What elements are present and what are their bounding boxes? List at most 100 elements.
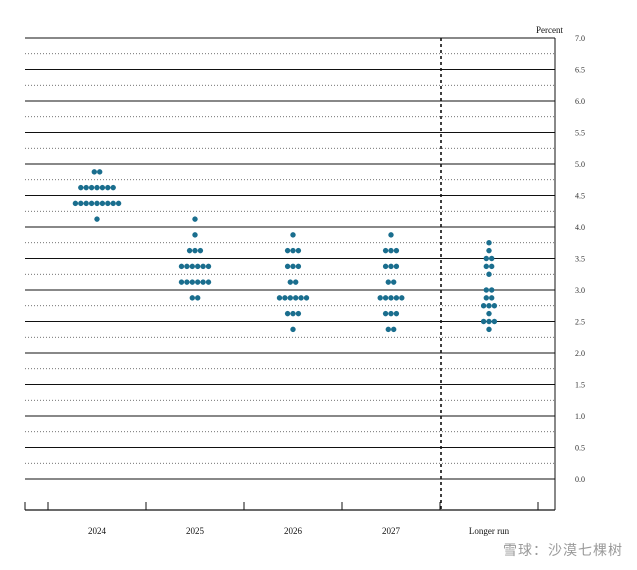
y-tick-label: 7.0 <box>575 34 585 43</box>
data-dot <box>284 247 291 254</box>
data-dot <box>197 247 204 254</box>
data-dot <box>189 263 195 270</box>
data-dot <box>295 247 302 254</box>
y-tick-label: 2.5 <box>575 318 585 327</box>
data-dot <box>192 216 198 222</box>
data-dot <box>189 279 195 285</box>
data-dot <box>78 184 84 191</box>
data-dot <box>192 232 198 238</box>
data-dot <box>388 310 394 317</box>
data-dot <box>489 287 495 293</box>
data-dot <box>480 303 487 309</box>
data-dot <box>290 232 296 238</box>
data-dot <box>393 247 400 254</box>
data-dot <box>385 279 391 285</box>
y-tick-label: 5.0 <box>575 160 585 169</box>
data-dot <box>486 271 492 277</box>
x-category-label: 2024 <box>88 526 107 536</box>
data-dot <box>78 200 84 207</box>
data-dot <box>105 200 111 207</box>
y-tick-label: 1.0 <box>575 412 585 421</box>
y-tick-label: 4.5 <box>575 192 585 201</box>
data-dot <box>178 263 185 270</box>
gridlines <box>25 37 555 480</box>
data-dot <box>483 295 489 301</box>
data-dot <box>295 310 302 317</box>
data-dot <box>377 295 383 301</box>
y-unit-label: Percent <box>536 25 563 35</box>
data-dot <box>388 263 394 270</box>
data-dot <box>105 184 111 191</box>
data-dot <box>382 247 389 254</box>
data-dot <box>205 279 212 285</box>
y-tick-label: 1.5 <box>575 381 585 390</box>
data-dot <box>189 295 195 301</box>
dots <box>72 169 498 333</box>
data-dot <box>287 295 293 301</box>
data-dot <box>399 295 405 301</box>
data-dot <box>303 295 310 301</box>
data-dot <box>489 255 495 262</box>
data-dot <box>483 255 489 262</box>
y-tick-label: 6.0 <box>575 97 585 106</box>
data-dot <box>110 200 116 207</box>
data-dot <box>184 279 190 285</box>
y-tick-label: 3.0 <box>575 286 585 295</box>
data-dot <box>290 310 296 317</box>
watermark-text: 雪球：沙漠七棵树 <box>503 543 623 559</box>
data-dot <box>391 279 397 285</box>
y-tick-label: 5.5 <box>575 129 585 138</box>
y-tick-label: 4.0 <box>575 223 585 232</box>
data-dot <box>184 263 190 270</box>
data-dot <box>284 310 291 317</box>
x-category-label: 2027 <box>382 526 401 536</box>
data-dot <box>491 318 498 325</box>
data-dot <box>290 326 296 333</box>
data-dot <box>293 295 299 301</box>
data-dot <box>200 279 206 285</box>
data-dot <box>483 263 489 270</box>
data-dot <box>489 263 495 270</box>
data-dot <box>491 303 498 309</box>
data-dot <box>195 295 201 301</box>
data-dot <box>486 310 492 317</box>
data-dot <box>83 200 89 207</box>
data-dot <box>284 263 291 270</box>
data-dot <box>388 232 394 238</box>
data-dot <box>382 295 389 301</box>
data-dot <box>287 279 293 285</box>
data-dot <box>195 279 201 285</box>
data-dot <box>192 247 198 254</box>
data-dot <box>486 318 492 325</box>
data-dot <box>486 240 492 246</box>
data-dot <box>290 263 296 270</box>
data-dot <box>94 200 100 207</box>
data-dot <box>483 287 489 293</box>
data-dot <box>97 169 103 175</box>
data-dot <box>290 247 296 254</box>
data-dot <box>382 263 389 270</box>
data-dot <box>393 263 400 270</box>
data-dot <box>295 263 302 270</box>
data-dot <box>94 184 100 191</box>
data-dot <box>72 200 79 207</box>
y-tick-label: 6.5 <box>575 66 585 75</box>
data-dot <box>391 326 397 333</box>
data-dot <box>195 263 201 270</box>
data-dot <box>205 263 212 270</box>
data-dot <box>388 247 394 254</box>
y-tick-label: 0.5 <box>575 444 585 453</box>
data-dot <box>83 184 89 191</box>
x-category-label: Longer run <box>469 526 510 536</box>
data-dot <box>94 216 100 222</box>
y-tick-label: 2.0 <box>575 349 585 358</box>
data-dot <box>388 295 394 301</box>
data-dot <box>489 295 495 301</box>
data-dot <box>393 310 400 317</box>
x-category-label: 2025 <box>186 526 205 536</box>
data-dot <box>486 247 492 254</box>
data-dot <box>486 326 492 333</box>
data-dot <box>99 184 106 191</box>
data-dot <box>200 263 206 270</box>
